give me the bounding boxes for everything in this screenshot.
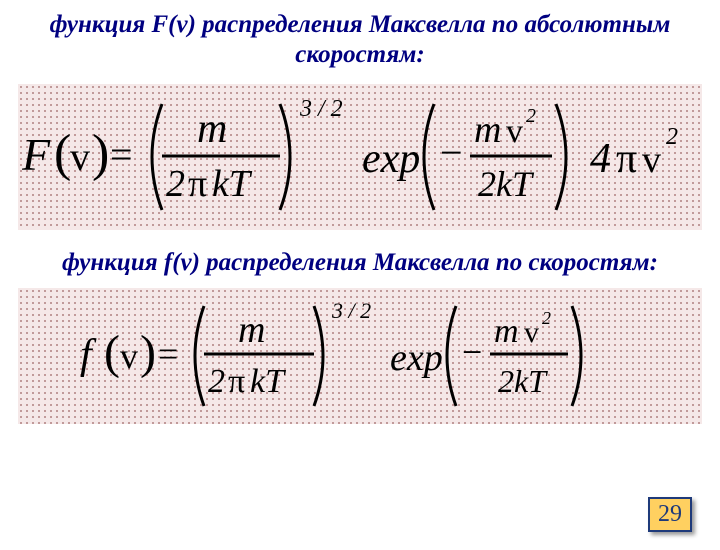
eq1-frac-bot-2: 2 (166, 163, 185, 205)
eq1-lparen: ( (54, 125, 71, 182)
eq1-exp-rparen (556, 104, 566, 210)
eq2-frac-bot-pi: π (228, 363, 245, 400)
eq1-exp: exp (362, 136, 420, 182)
eq1-lhs-arg: v (70, 134, 90, 179)
eq1-bigparen-r (280, 104, 290, 210)
eq1-expfrac-v: v (506, 113, 523, 150)
equation-2: f ( v ) = m 2 π kT 3 / 2 exp − m v 2 2kT (80, 296, 640, 416)
eq2-frac-bot-kT: kT (250, 363, 286, 400)
eq2-bigparen-l (195, 306, 204, 406)
eq2-expfrac-m: m (494, 313, 519, 350)
equation-1: F ( v ) = m 2 π kT 3 / 2 exp − m v 2 2kT… (22, 92, 702, 222)
eq2-lhs-fn: f (80, 332, 97, 378)
eq2-equals: = (158, 334, 178, 374)
eq1-minus: − (440, 130, 463, 175)
eq2-lparen: ( (104, 326, 120, 379)
equation-1-box: F ( v ) = m 2 π kT 3 / 2 exp − m v 2 2kT… (18, 84, 702, 230)
eq1-tail-pi: π (616, 136, 637, 182)
eq1-equals: = (110, 132, 133, 177)
eq2-lhs-arg: v (120, 336, 138, 376)
eq2-expfrac-bot: 2kT (498, 363, 548, 399)
heading-2: функция f(v) распределения Максвелла по … (40, 248, 680, 278)
eq1-bigparen-l (152, 104, 162, 210)
heading-1: функция F(v) распределения Максвелла по … (40, 10, 680, 70)
equation-2-box: f ( v ) = m 2 π kT 3 / 2 exp − m v 2 2kT (18, 288, 702, 424)
eq2-expfrac-v: v (524, 316, 539, 349)
eq1-tail-v: v (642, 139, 661, 181)
eq2-exp-rparen (572, 306, 581, 406)
eq1-power: 3 / 2 (299, 96, 343, 122)
eq1-exp-lparen (424, 104, 434, 210)
eq2-rparen: ) (140, 326, 156, 379)
eq1-expfrac-bot: 2kT (478, 164, 535, 204)
eq2-frac-top: m (238, 309, 265, 351)
eq1-tail-4: 4 (590, 136, 611, 182)
eq1-expfrac-m: m (474, 109, 501, 151)
eq2-expfrac-sq: 2 (542, 308, 551, 328)
eq1-rparen: ) (92, 125, 109, 182)
eq2-exp: exp (390, 337, 443, 379)
eq2-power: 3 / 2 (331, 298, 371, 323)
page-number-badge: 29 (648, 497, 692, 532)
eq1-expfrac-sq: 2 (526, 105, 536, 127)
eq1-lhs-fn: F (22, 129, 51, 180)
eq1-frac-top: m (197, 106, 227, 152)
eq1-tail-sq: 2 (666, 124, 678, 150)
eq2-bigparen-r (314, 306, 323, 406)
eq2-exp-lparen (447, 306, 456, 406)
eq1-frac-bot-kT: kT (212, 163, 253, 205)
eq2-frac-bot-2: 2 (208, 363, 225, 400)
eq2-minus: − (462, 332, 482, 372)
eq1-frac-bot-pi: π (188, 163, 207, 205)
